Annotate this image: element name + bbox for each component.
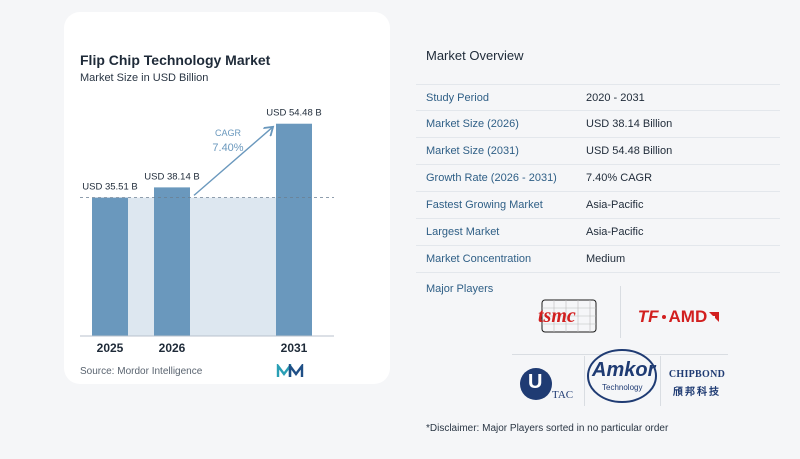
overview-label: Growth Rate (2026 - 2031) (426, 172, 557, 184)
reference-band (92, 197, 312, 336)
bar (92, 197, 128, 336)
tsmc-text: tsmc (538, 305, 576, 327)
overview-value: Asia-Pacific (586, 226, 644, 238)
data-label: USD 54.48 B (266, 108, 321, 119)
logo-divider (620, 286, 621, 338)
overview-value: USD 54.48 Billion (586, 145, 673, 157)
utac-tac-text: TAC (552, 389, 574, 401)
mordor-logo-icon (276, 364, 304, 377)
source-note: Source: Mordor Intelligence (80, 366, 203, 377)
logo-divider (660, 356, 661, 406)
category-label: 2025 (97, 341, 124, 355)
bar-chart: USD 35.51 B USD 38.14 B USD 54.48 B 2025 202… (80, 108, 334, 355)
overview-title: Market Overview (426, 48, 524, 63)
amd-text: AMD (668, 307, 708, 326)
chipbond-logo: CHIPBOND 頎邦科技 (664, 366, 730, 400)
category-label: 2026 (159, 341, 186, 355)
overview-row: Market Concentration Medium (416, 246, 780, 273)
chart-title: Flip Chip Technology Market (80, 52, 271, 68)
overview-row: Study Period 2020 - 2031 (416, 84, 780, 111)
tf-text: TF (637, 307, 659, 326)
tf-amd-logo: TF AMD (636, 306, 722, 328)
overview-row: Growth Rate (2026 - 2031) 7.40% CAGR (416, 165, 780, 192)
data-label: USD 38.14 B (144, 171, 199, 182)
amkor-sub-text: Technology (602, 383, 643, 392)
logo-divider (512, 354, 728, 355)
disclaimer: *Disclaimer: Major Players sorted in no … (426, 423, 669, 434)
overview-label: Study Period (426, 91, 489, 104)
amkor-logo: Amkor Technology (586, 348, 658, 404)
amkor-logo-icon (587, 349, 657, 403)
overview-label: Market Concentration (426, 253, 532, 265)
tsmc-logo: tsmc (534, 298, 604, 334)
overview-value: Asia-Pacific (586, 199, 644, 211)
overview-value: 2020 - 2031 (586, 91, 645, 104)
utac-logo-icon (520, 368, 552, 400)
cagr-value: 7.40% (212, 142, 243, 154)
overview-table: Study Period 2020 - 2031 Market Size (20… (416, 84, 780, 273)
cagr-label: CAGR (215, 128, 242, 138)
dot-icon (661, 315, 666, 319)
chart-subtitle: Market Size in USD Billion (80, 72, 209, 84)
overview-row: Fastest Growing Market Asia-Pacific (416, 192, 780, 219)
overview-label: Fastest Growing Market (426, 199, 543, 211)
bar (154, 187, 190, 336)
overview-row: Market Size (2026) USD 38.14 Billion (416, 111, 780, 138)
overview-row: Market Size (2031) USD 54.48 Billion (416, 138, 780, 165)
bar (276, 123, 312, 337)
overview-label: Largest Market (426, 226, 500, 238)
amd-arrow-icon (709, 312, 720, 322)
overview-label: Market Size (2026) (426, 118, 519, 130)
data-label: USD 35.51 B (82, 182, 137, 193)
tsmc-logo-icon (541, 299, 597, 333)
overview-value: 7.40% CAGR (586, 172, 653, 184)
utac-u-text: U (528, 371, 543, 393)
amkor-text: Amkor (592, 359, 656, 381)
overview-label: Market Size (2031) (426, 145, 519, 157)
utac-logo: U TAC (516, 362, 580, 406)
logo-divider (584, 356, 585, 406)
overview-value: Medium (586, 253, 626, 265)
major-players-title: Major Players (426, 283, 494, 295)
overview-row: Largest Market Asia-Pacific (416, 219, 780, 246)
chipbond-text: CHIPBOND (668, 368, 726, 380)
cagr-arrow (193, 128, 272, 196)
category-label: 2031 (281, 341, 308, 355)
overview-value: USD 38.14 Billion (586, 118, 673, 130)
chipbond-cn-text: 頎邦科技 (673, 386, 721, 398)
